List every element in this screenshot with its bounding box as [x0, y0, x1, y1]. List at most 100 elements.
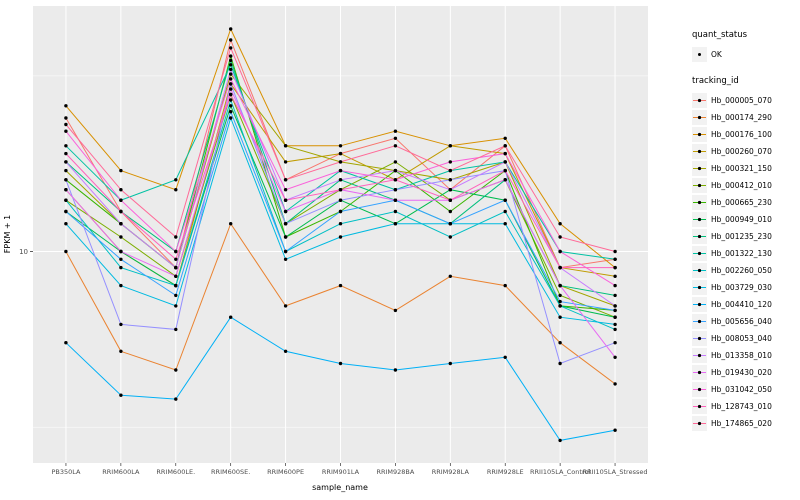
data-point — [503, 198, 507, 202]
data-point — [119, 168, 123, 173]
data-point — [613, 322, 617, 327]
data-point — [613, 274, 617, 278]
data-point — [503, 178, 507, 182]
data-point — [119, 393, 123, 397]
line-point-key-icon — [692, 127, 707, 142]
plot-canvas: PB350LA RRIM600LA RRIM600LE. RRIM600SE. RRIM… — [3, 6, 648, 492]
legend-item-Hb_000174_290: Hb_000174_290 — [692, 109, 800, 126]
line-point-key-icon — [692, 144, 707, 159]
data-point — [393, 129, 398, 133]
data-point — [448, 188, 452, 192]
data-point — [613, 293, 617, 298]
legend-title-tracking-id: tracking_id — [692, 76, 739, 86]
data-point — [558, 315, 562, 319]
data-point — [338, 209, 343, 214]
legend-item-Hb_031042_050: Hb_031042_050 — [692, 381, 800, 398]
data-point — [613, 257, 617, 261]
legend-label: Hb_013358_010 — [711, 351, 772, 360]
legend-label: Hb_008053_040 — [711, 334, 772, 343]
data-point — [558, 235, 562, 239]
line-point-key-icon — [692, 212, 707, 227]
data-point — [613, 382, 617, 386]
data-point — [119, 257, 123, 261]
legend-label: Hb_002260_050 — [711, 266, 772, 275]
data-point — [503, 144, 507, 148]
data-point — [393, 168, 398, 173]
line-point-key-icon — [692, 297, 707, 312]
data-point — [64, 178, 68, 182]
data-point — [503, 136, 507, 140]
data-point — [338, 178, 343, 182]
data-point — [174, 235, 178, 239]
y-tick-label: 10 — [19, 248, 28, 256]
data-point — [613, 428, 617, 432]
line-point-key-icon — [692, 263, 707, 278]
data-point — [503, 355, 507, 359]
data-point — [119, 349, 123, 353]
data-point — [393, 144, 398, 148]
data-point — [558, 293, 562, 298]
data-point — [503, 283, 507, 288]
data-point — [229, 110, 233, 114]
legend-item-Hb_000321_150: Hb_000321_150 — [692, 160, 800, 177]
data-point — [119, 188, 123, 192]
data-point — [558, 341, 562, 345]
data-point — [338, 144, 343, 148]
data-point — [338, 361, 343, 366]
line-point-key-icon — [692, 365, 707, 380]
data-point — [338, 151, 343, 156]
legend-label: Hb_003729_030 — [711, 283, 772, 292]
data-point — [558, 265, 562, 270]
data-point — [174, 188, 178, 192]
data-point — [448, 274, 452, 278]
data-point — [283, 160, 288, 164]
x-tick-label: PB350LA — [51, 468, 81, 476]
data-point — [338, 235, 343, 239]
data-point — [174, 304, 178, 308]
data-point — [64, 188, 68, 192]
data-point — [393, 222, 398, 226]
data-point — [393, 188, 398, 192]
legend-item-Hb_019430_020: Hb_019430_020 — [692, 364, 800, 381]
data-point — [613, 315, 617, 319]
data-point — [174, 293, 178, 298]
legend-label: Hb_174865_020 — [711, 419, 772, 428]
line-point-key-icon — [692, 246, 707, 261]
data-point — [119, 283, 123, 288]
data-point — [229, 104, 233, 108]
data-point — [229, 63, 233, 67]
data-point — [613, 327, 617, 332]
legend-label: Hb_128743_010 — [711, 402, 772, 411]
legend-label: Hb_000412_010 — [711, 181, 772, 190]
data-point — [174, 368, 178, 372]
x-tick-label: RRIM600LA — [102, 468, 140, 476]
legend-label: Hb_000321_150 — [711, 164, 772, 173]
x-tick-label: RRIM600SE. — [211, 468, 250, 476]
line-point-key-icon — [692, 314, 707, 329]
data-point — [64, 122, 68, 127]
data-point — [64, 249, 68, 254]
data-point — [174, 283, 178, 288]
line-point-key-icon — [692, 93, 707, 108]
data-point — [503, 209, 507, 214]
data-point — [448, 235, 452, 239]
data-point — [229, 27, 233, 31]
x-tick-label: RRIM600LE. — [156, 468, 195, 476]
line-point-key-icon — [692, 195, 707, 210]
data-point — [338, 222, 343, 226]
legend-item-Hb_000949_010: Hb_000949_010 — [692, 211, 800, 228]
data-point — [229, 46, 233, 50]
data-point — [283, 304, 288, 308]
line-point-key-icon — [692, 178, 707, 193]
legend-item-Hb_004410_120: Hb_004410_120 — [692, 296, 800, 313]
x-tick-label: RRII105LA_Control — [530, 468, 590, 476]
legend-item-ok: OK — [692, 46, 800, 63]
data-point — [64, 222, 68, 226]
data-point — [558, 361, 562, 366]
data-point — [119, 249, 123, 254]
data-point — [64, 341, 68, 345]
data-point — [229, 116, 233, 120]
data-point — [558, 249, 562, 254]
legend-item-Hb_128743_010: Hb_128743_010 — [692, 398, 800, 415]
